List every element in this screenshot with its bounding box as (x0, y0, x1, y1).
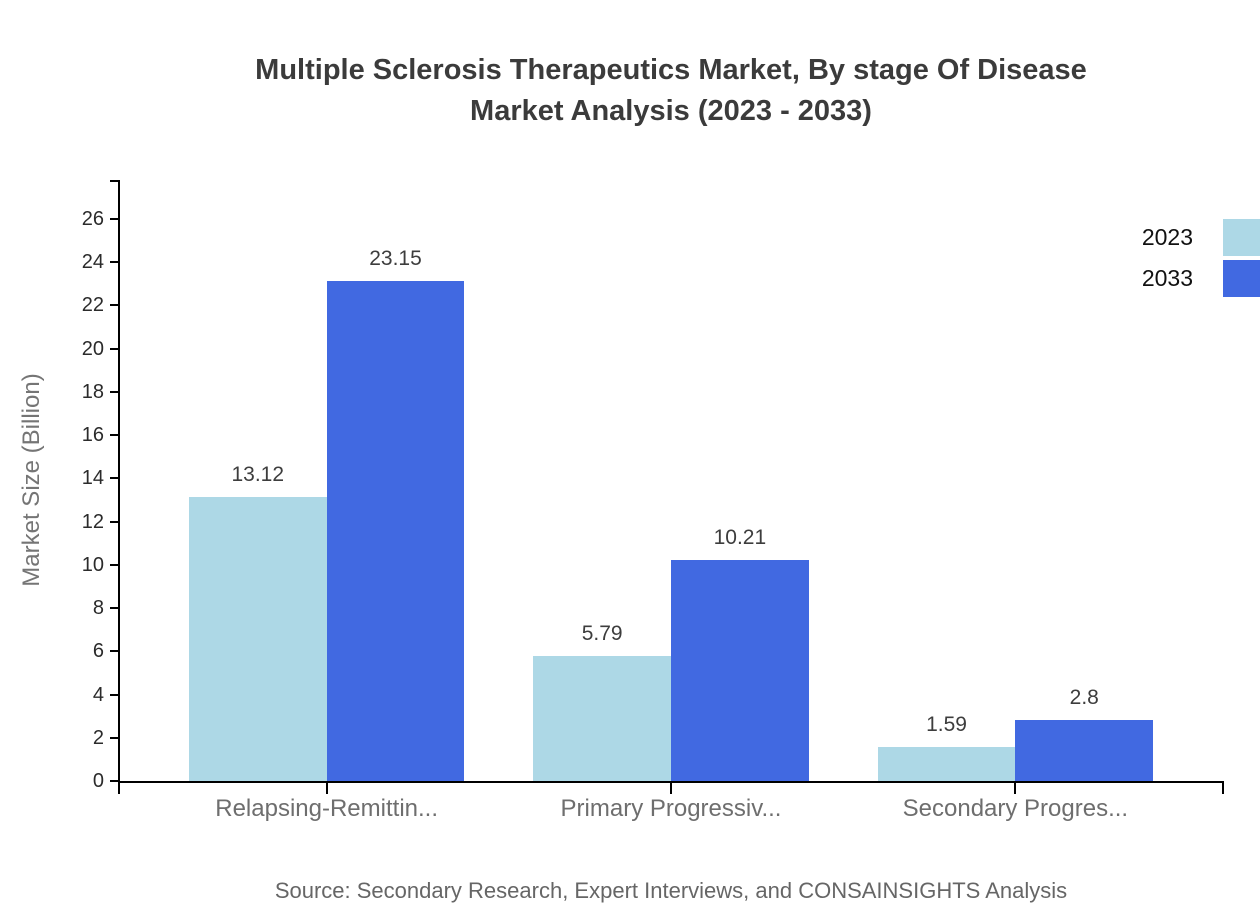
value-label: 1.59 (926, 712, 967, 736)
y-tick-mark (110, 693, 118, 696)
x-axis-right-cap (1222, 781, 1224, 794)
y-tick-mark (110, 304, 118, 307)
y-tick-label: 20 (81, 337, 104, 360)
y-tick-mark (110, 434, 118, 437)
y-tick-mark (110, 390, 118, 393)
y-axis-line (118, 180, 120, 783)
legend-item-2033: 2033 (0, 260, 1260, 297)
legend-swatch-2033 (1223, 260, 1260, 297)
legend-label: 2033 (1141, 265, 1193, 291)
y-axis-top-cap (110, 180, 120, 182)
value-label: 2.8 (1069, 686, 1099, 710)
bar-2033 (671, 560, 809, 781)
bar-2023 (877, 746, 1016, 781)
category-label: Primary Progressiv... (560, 795, 782, 822)
legend-swatch-2023 (1223, 219, 1260, 256)
y-tick-mark (110, 347, 118, 350)
y-tick-label: 10 (81, 553, 104, 576)
y-tick-mark (110, 607, 118, 610)
y-tick-label: 18 (81, 380, 104, 403)
bar-2033 (326, 280, 465, 781)
y-tick-mark (110, 780, 118, 782)
category-label: Secondary Progres... (902, 795, 1129, 822)
legend-label: 2023 (1141, 224, 1193, 250)
y-tick-mark (110, 217, 118, 220)
y-tick-mark (110, 261, 118, 264)
y-tick-label: 0 (92, 770, 104, 792)
x-tick-mark (670, 781, 672, 794)
y-tick-label: 8 (92, 597, 104, 620)
y-tick-label: 6 (92, 640, 104, 663)
y-tick-mark (110, 563, 118, 566)
y-tick-label: 4 (92, 683, 104, 706)
legend-item-2023: 2023 (0, 219, 1260, 256)
value-label: 23.15 (369, 246, 422, 270)
y-tick-label: 12 (81, 510, 104, 533)
y-tick-mark (110, 650, 118, 653)
bar-2033 (1015, 720, 1154, 781)
y-tick-label: 22 (81, 294, 104, 317)
chart-title-line2: Market Analysis (2023 - 2033) (470, 95, 872, 127)
y-tick-label: 26 (81, 207, 104, 230)
y-tick-mark (110, 520, 118, 523)
category-label: Relapsing-Remittin... (215, 795, 438, 822)
y-tick-label: 16 (81, 424, 104, 447)
y-tick-label: 14 (81, 467, 104, 490)
chart-title-line1: Multiple Sclerosis Therapeutics Market, … (255, 54, 1087, 86)
y-tick-mark (110, 736, 118, 739)
y-tick-mark (110, 477, 118, 480)
source-text: Source: Secondary Research, Expert Inter… (274, 878, 1068, 903)
y-tick-label: 2 (92, 726, 104, 749)
value-label: 5.79 (581, 621, 623, 645)
x-tick-mark (1014, 781, 1017, 794)
value-label: 10.21 (713, 526, 767, 550)
chart-title: Multiple Sclerosis Therapeutics Market, … (120, 50, 1222, 132)
y-tick-label: 24 (81, 251, 104, 274)
bar-2023 (188, 497, 327, 781)
value-label: 13.12 (231, 463, 285, 487)
bar-2023 (533, 655, 671, 781)
x-axis-left-cap (118, 781, 120, 794)
x-tick-mark (325, 781, 328, 794)
